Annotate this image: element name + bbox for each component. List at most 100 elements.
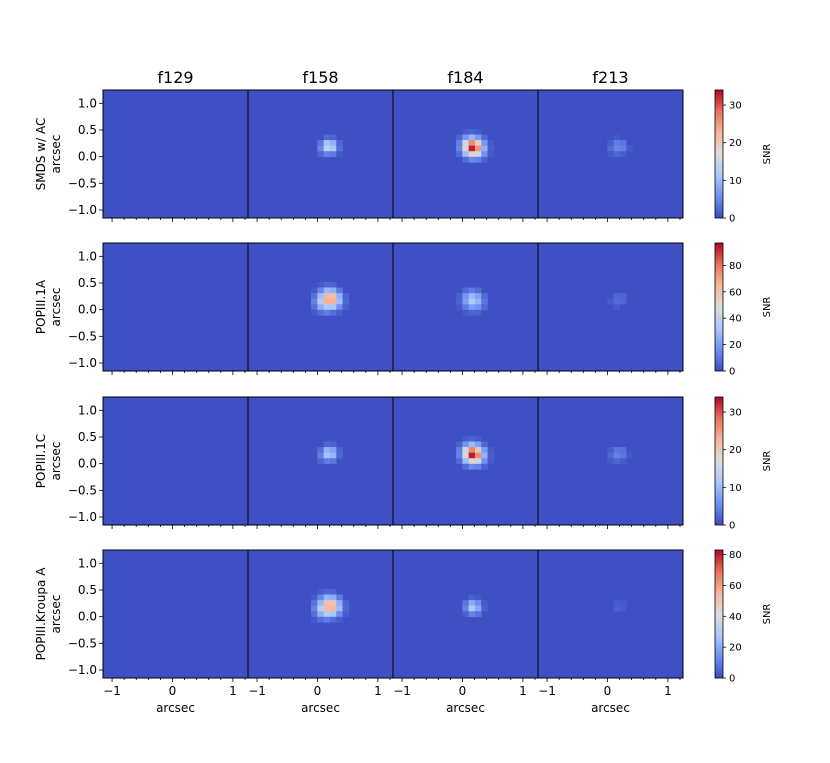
heatmap-pixel xyxy=(468,293,476,299)
row-label: POPIII.1A xyxy=(34,279,48,334)
panel-frame xyxy=(537,549,684,679)
heatmap-pixel xyxy=(474,304,482,311)
y-tick-label: 0.5 xyxy=(78,123,97,137)
x-tick-label: −1 xyxy=(538,684,556,698)
heatmap-pixel xyxy=(336,298,343,305)
heatmap-pixel xyxy=(462,463,469,470)
heatmap-pixel xyxy=(329,441,337,448)
heatmap-pixel xyxy=(468,287,476,294)
heatmap-pixel xyxy=(323,145,331,152)
heatmap-pixel xyxy=(613,458,621,465)
heatmap-pixel xyxy=(317,611,324,618)
panel-1-2 xyxy=(392,242,539,375)
heatmap-pixel xyxy=(613,145,621,152)
heatmap-pixel xyxy=(317,458,324,465)
heatmap-pixel xyxy=(456,452,463,459)
heatmap-pixel xyxy=(329,616,337,623)
heatmap-pixel xyxy=(613,605,621,612)
panel-3-3 xyxy=(537,549,684,682)
heatmap-pixel xyxy=(323,304,331,311)
heatmap-pixel xyxy=(462,134,469,141)
heatmap-pixel xyxy=(474,458,482,465)
heatmap-pixel xyxy=(323,293,331,299)
colorbar-tick-label: 10 xyxy=(729,483,742,494)
heatmap-pixel xyxy=(481,298,488,305)
heatmap-pixel xyxy=(456,298,463,305)
heatmap-pixel xyxy=(481,145,488,152)
heatmap-pixel xyxy=(317,151,324,158)
y-tick-label: 0.5 xyxy=(78,276,97,290)
heatmap-pixel xyxy=(481,600,488,606)
panel-1-3 xyxy=(537,242,684,375)
heatmap-pixel xyxy=(311,309,318,316)
heatmap-pixel xyxy=(336,287,343,294)
heatmap-pixel xyxy=(336,616,343,623)
colorbar-label: SNR xyxy=(762,604,773,625)
row-label: POPIII.Kroupa A xyxy=(34,567,48,661)
heatmap-pixel xyxy=(317,594,324,601)
panel-frame xyxy=(537,89,684,219)
y-axis-label: arcsec xyxy=(49,595,63,634)
heatmap-pixel xyxy=(474,156,482,163)
heatmap-pixel xyxy=(323,616,331,623)
heatmap-pixel xyxy=(619,145,627,152)
heatmap-pixel xyxy=(474,463,482,470)
x-axis-label: arcsec xyxy=(446,701,485,715)
heatmap-pixel xyxy=(619,293,627,299)
heatmap-pixel xyxy=(336,151,343,158)
heatmap-pixel xyxy=(323,611,331,618)
heatmap-pixel xyxy=(613,293,621,299)
y-tick-label: −1.0 xyxy=(68,510,97,524)
heatmap-pixel xyxy=(329,287,337,294)
panel-frame xyxy=(537,242,684,372)
y-tick-label: −1.0 xyxy=(68,356,97,370)
x-tick-label: −1 xyxy=(393,684,411,698)
heatmap-pixel xyxy=(323,458,331,465)
heatmap-pixel xyxy=(626,452,633,459)
y-tick-label: 0.5 xyxy=(78,583,97,597)
heatmap-pixel xyxy=(481,605,488,612)
colorbar-tick-label: 80 xyxy=(729,261,742,272)
column-title: f213 xyxy=(592,68,628,87)
heatmap-pixel xyxy=(487,145,495,152)
heatmap-pixel xyxy=(619,447,627,453)
heatmap-pixel xyxy=(329,134,337,141)
heatmap-pixel xyxy=(468,605,476,612)
y-tick-label: 0.5 xyxy=(78,430,97,444)
heatmap-pixel xyxy=(323,605,331,612)
heatmap-pixel xyxy=(456,458,463,465)
heatmap-pixel xyxy=(323,309,331,316)
heatmap-pixel xyxy=(626,145,633,152)
panel-background xyxy=(103,243,248,371)
heatmap-pixel xyxy=(468,458,476,465)
y-tick-label: −0.5 xyxy=(68,636,97,650)
y-tick-label: 1.0 xyxy=(78,249,97,263)
heatmap-pixel xyxy=(613,151,621,158)
heatmap-pixel xyxy=(329,298,337,305)
heatmap-pixel xyxy=(342,600,350,606)
colorbar-tick-label: 40 xyxy=(729,612,742,623)
heatmap-pixel xyxy=(481,452,488,459)
heatmap-pixel xyxy=(462,140,469,146)
heatmap-pixel xyxy=(311,600,318,606)
heatmap-pixel xyxy=(336,447,343,453)
heatmap-pixel xyxy=(462,151,469,158)
heatmap-pixel xyxy=(336,140,343,146)
heatmap-pixel xyxy=(481,140,488,146)
heatmap-pixel xyxy=(462,441,469,448)
heatmap-pixel xyxy=(317,140,324,146)
x-tick-label: 0 xyxy=(314,684,322,698)
x-tick-label: 1 xyxy=(519,684,527,698)
heatmap-pixel xyxy=(329,594,337,601)
heatmap-pixel xyxy=(317,616,324,623)
x-tick-label: 0 xyxy=(169,684,177,698)
heatmap-pixel xyxy=(468,140,476,146)
heatmap-pixel xyxy=(329,611,337,618)
colorbar-label: SNR xyxy=(762,451,773,472)
heatmap-pixel xyxy=(487,458,495,465)
column-title: f184 xyxy=(447,68,483,87)
heatmap-pixel xyxy=(342,298,350,305)
panel-2-3 xyxy=(537,396,684,529)
y-tick-label: 1.0 xyxy=(78,96,97,110)
